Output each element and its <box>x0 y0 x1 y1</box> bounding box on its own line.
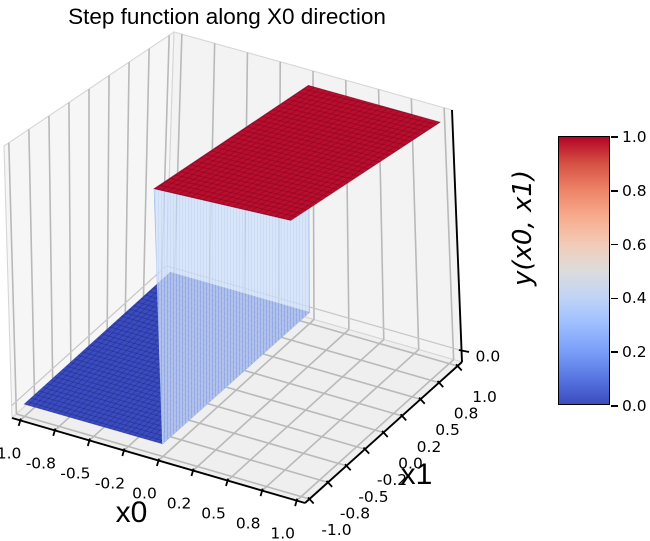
x0-tick-label: -0.5 <box>60 464 90 482</box>
x0-tick-label: -0.2 <box>95 474 125 492</box>
x1-gridline-wall <box>124 62 130 315</box>
colorbar-tick-mark <box>611 405 618 407</box>
x0-tick-mark <box>86 438 91 447</box>
x0-gridline-floor <box>192 328 350 472</box>
x0-tick-mark <box>225 478 230 487</box>
x1-tick-mark <box>325 480 333 488</box>
x1-gridline-wall <box>142 48 150 298</box>
x0-gridline-floor <box>227 338 385 482</box>
x0-tick-mark <box>259 488 264 497</box>
x1-gridline-wall <box>28 129 36 398</box>
x1-tick-mark <box>436 380 444 388</box>
x0-tick-label: 0.0 <box>132 485 157 503</box>
z-gridline-left-wall <box>11 265 167 407</box>
x1-gridline-wall <box>8 142 18 415</box>
x0-tick-label: -1.0 <box>0 444 21 462</box>
x1-tick-mark <box>362 446 370 455</box>
x0-tick-mark <box>294 498 299 507</box>
x1-tick-label: -1.0 <box>321 521 351 539</box>
colorbar-tick-label: 0.4 <box>622 289 647 308</box>
x1-tick-label: -0.5 <box>358 488 388 506</box>
colorbar-tick-mark <box>611 136 618 138</box>
x1-tick-mark <box>455 363 463 372</box>
colorbar-tick-mark <box>611 297 618 300</box>
x1-tick-mark <box>418 397 426 405</box>
x0-tick-mark <box>121 448 126 457</box>
colorbar-tick-mark <box>611 190 618 192</box>
x1-gridline-wall <box>48 115 54 381</box>
z-tick-label: 0.0 <box>476 348 501 366</box>
x0-tick-label: 0.2 <box>167 495 192 513</box>
x1-gridline-wall <box>106 75 110 331</box>
x1-tick-label: 0.2 <box>417 438 442 456</box>
colorbar-tick-mark <box>611 351 618 353</box>
colorbar-gradient <box>559 137 609 404</box>
colorbar: 0.0 0.2 0.4 0.6 0.8 1.0 <box>558 128 647 415</box>
surface-high-mesh <box>154 85 441 221</box>
z-axis-line <box>451 109 463 363</box>
x1-tick-label: 1.0 <box>472 388 497 406</box>
x0-tick-label: 1.0 <box>270 525 295 541</box>
x0-gridline-floor <box>261 348 420 492</box>
x0-gridline-floor <box>157 318 315 462</box>
colorbar-tick-label: 0.6 <box>622 235 647 254</box>
colorbar-tick-label: 1.0 <box>622 128 647 146</box>
x1-tick-mark <box>399 413 407 421</box>
colorbar-tick-mark <box>611 243 618 246</box>
x1-tick-label: 0.0 <box>398 455 423 473</box>
x1-tick-mark <box>307 496 315 505</box>
x0-gridline-wall <box>443 107 455 360</box>
x0-tick-label: 0.8 <box>236 515 261 533</box>
x1-gridline-wall <box>68 102 72 365</box>
z-axis-label: y(x0, x1) <box>508 169 538 287</box>
z-tick-mark <box>458 349 470 353</box>
x0-axis-label: x0 <box>116 496 148 529</box>
x0-tick-mark <box>17 418 22 427</box>
x1-tick-label: 0.5 <box>435 421 460 439</box>
x0-tick-label: -0.8 <box>26 454 56 472</box>
x0-gridline-floor <box>296 358 455 502</box>
x1-tick-label: -0.2 <box>377 471 407 489</box>
x1-tick-mark <box>344 463 352 471</box>
x0-tick-mark <box>156 458 160 467</box>
x1-tick-label: -0.8 <box>340 504 370 522</box>
chart-title: Step function along X0 direction <box>68 4 386 29</box>
colorbar-tick-label: 0.8 <box>622 181 647 200</box>
colorbar-tick-label: 0.2 <box>622 343 647 362</box>
x0-tick-mark <box>190 468 195 477</box>
x0-tick-label: 0.5 <box>201 505 226 523</box>
x1-tick-label: 0.8 <box>454 405 479 423</box>
x1-axis-label: x1 <box>401 458 433 491</box>
x0-tick-mark <box>52 428 57 437</box>
x1-tick-mark <box>381 430 389 438</box>
colorbar-tick-label: 0.0 <box>622 397 647 415</box>
